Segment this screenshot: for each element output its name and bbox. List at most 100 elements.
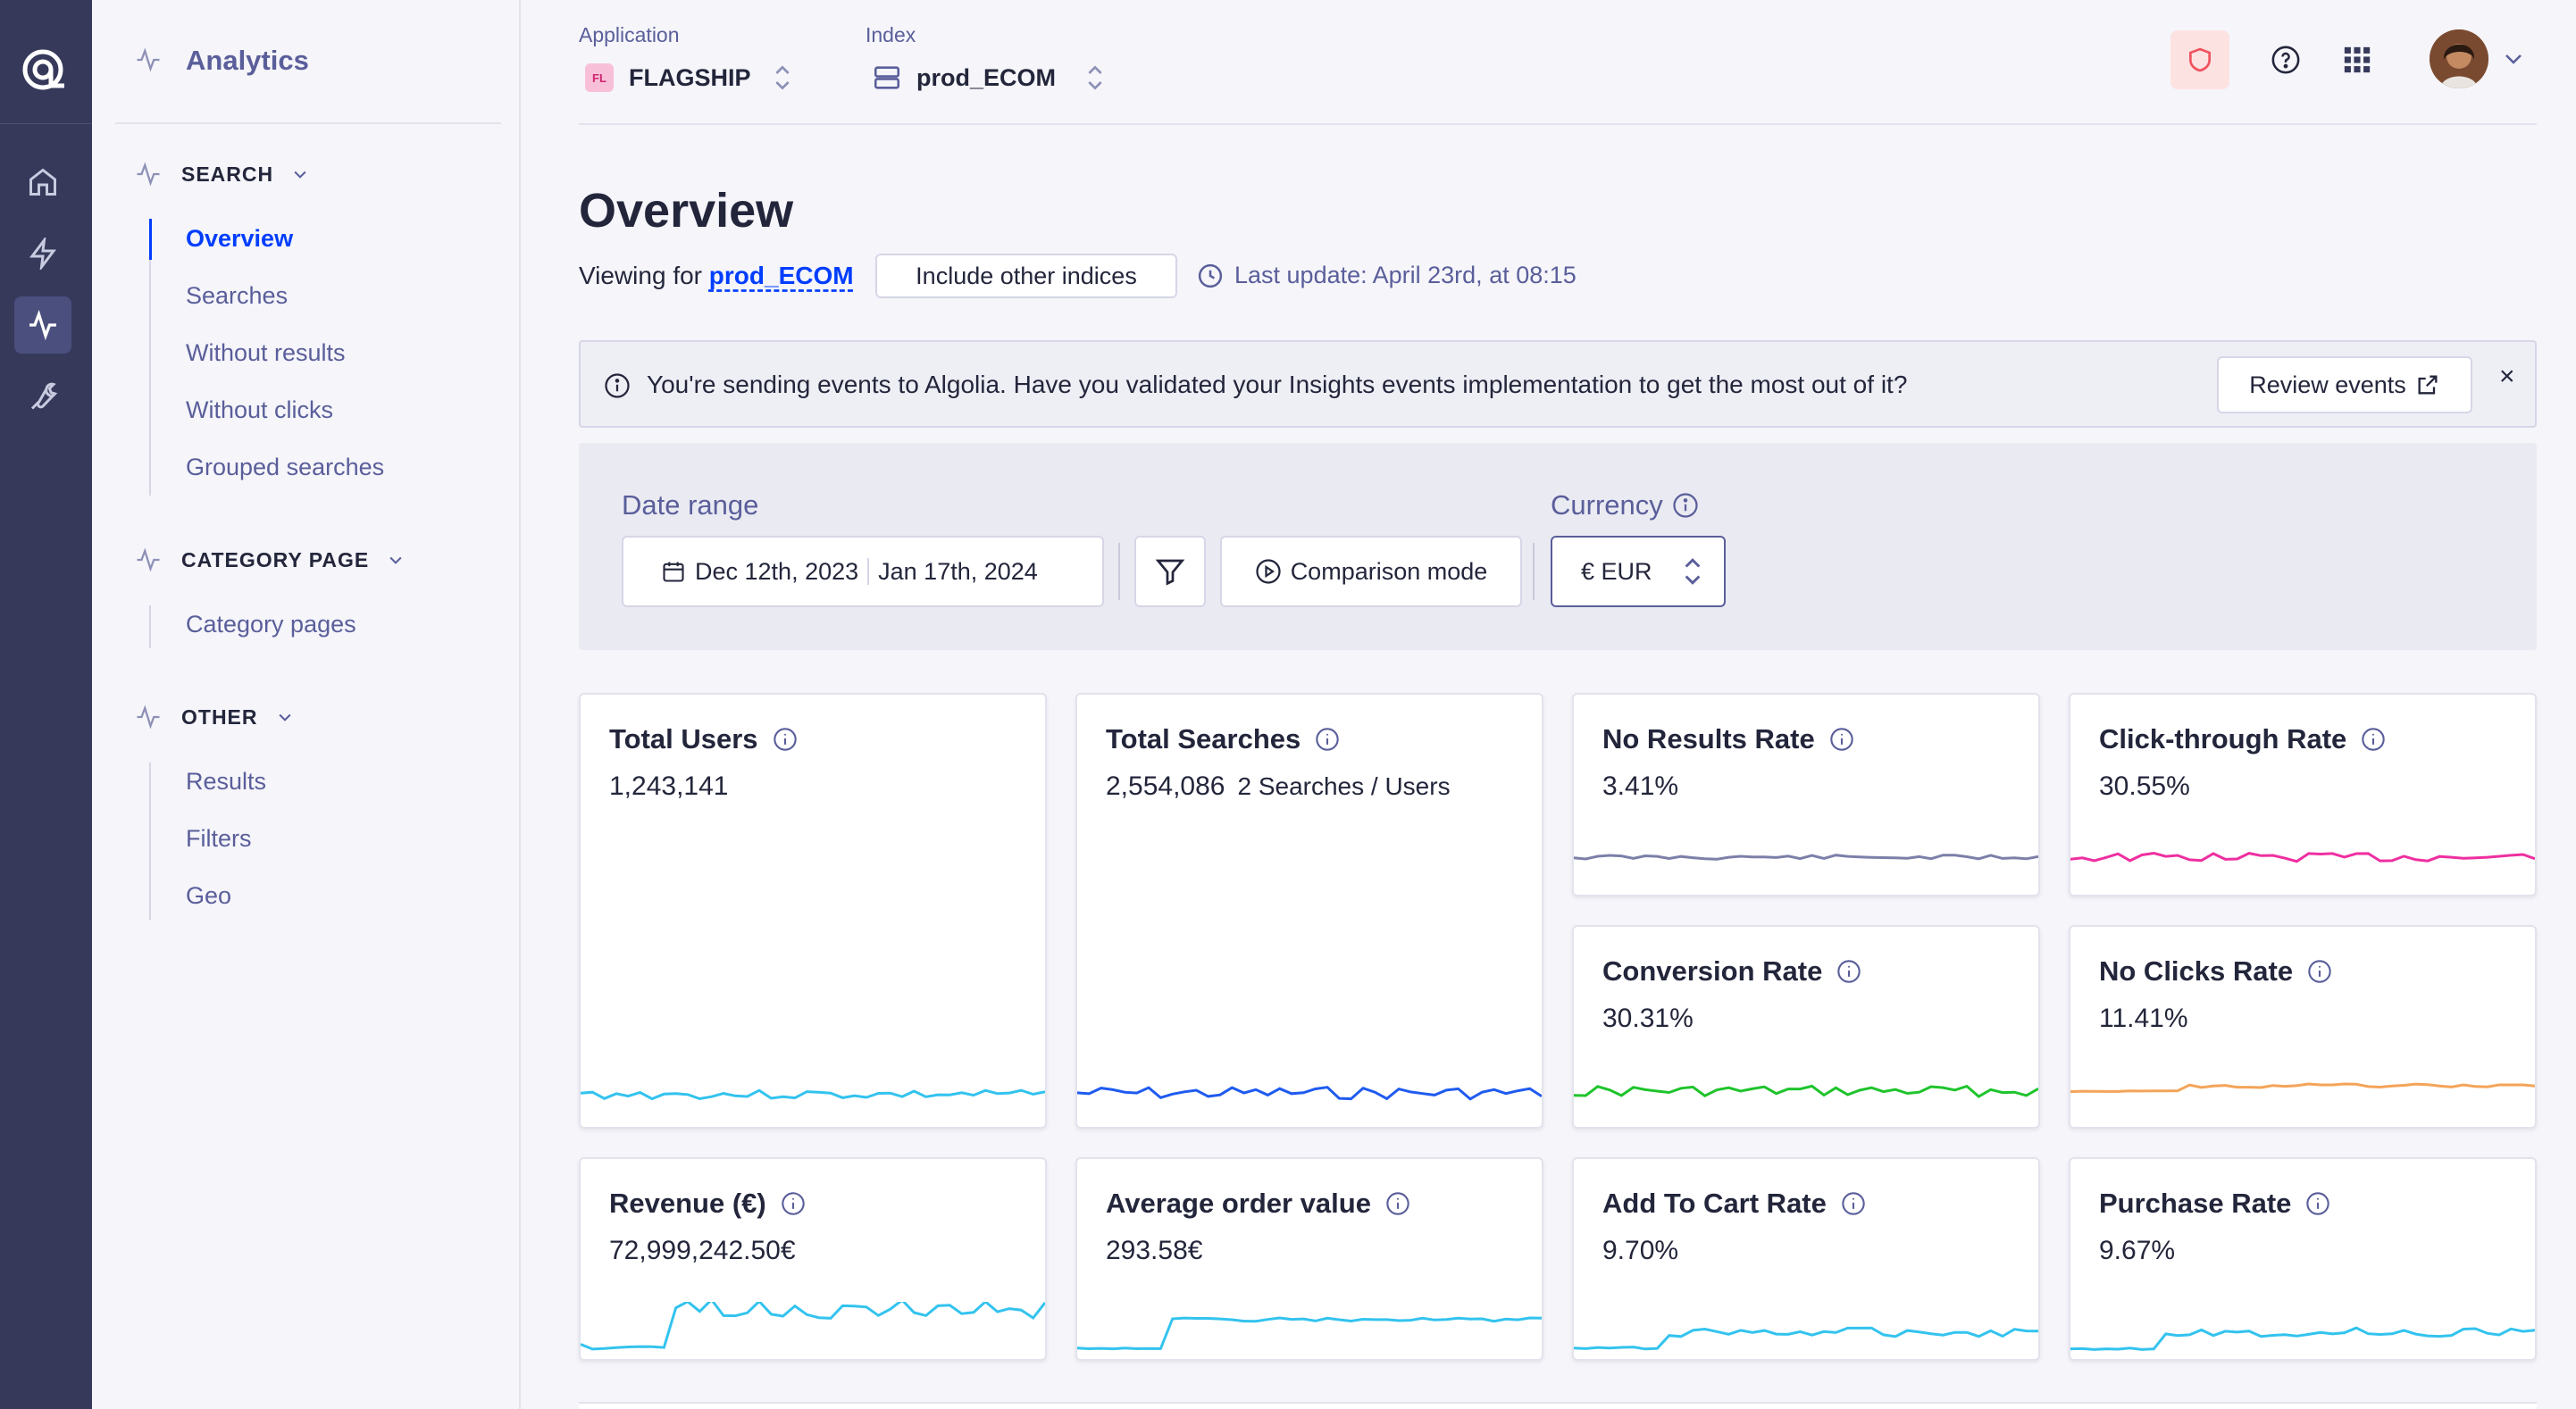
- calendar-icon: [663, 562, 684, 582]
- chevron-down-icon: [294, 171, 306, 179]
- bolt-icon[interactable]: [14, 225, 71, 282]
- info-icon[interactable]: [2361, 727, 2386, 752]
- section-category-page[interactable]: CATEGORY PAGE: [133, 546, 405, 573]
- metric-value-text: 1,243,141: [609, 771, 729, 801]
- sidebar-item-without-results[interactable]: Without results: [186, 339, 346, 366]
- sparkline-path: [1574, 1326, 2038, 1351]
- chevron-down-icon: [278, 713, 291, 721]
- metric-card[interactable]: No Clicks Rate 11.41%: [2069, 925, 2537, 1129]
- info-icon[interactable]: [2305, 1191, 2330, 1216]
- sidebar-title: Analytics: [186, 45, 309, 76]
- metric-sparkline: [2070, 1326, 2535, 1351]
- metric-card[interactable]: Revenue (€) 72,999,242.50€: [579, 1157, 1047, 1361]
- application-badge: FL: [585, 63, 614, 92]
- sparkline-path: [581, 1302, 1045, 1351]
- last-update-text: Last update: April 23rd, at 08:15: [1234, 262, 1577, 288]
- sparkline-path: [2070, 851, 2535, 863]
- metric-title-text: Conversion Rate: [1602, 955, 1823, 987]
- info-icon[interactable]: [781, 1191, 806, 1216]
- metric-value: 30.55%: [2099, 771, 2190, 802]
- include-other-indices-button[interactable]: Include other indices: [875, 254, 1177, 298]
- sparkline-path: [2070, 1082, 2535, 1094]
- help-icon[interactable]: [2271, 45, 2301, 75]
- section-search-rail: [149, 219, 151, 496]
- metric-title-text: Add To Cart Rate: [1602, 1188, 1827, 1219]
- application-selector[interactable]: FLAGSHIP: [629, 64, 751, 91]
- account-chevron-down-icon[interactable]: [2501, 48, 2526, 70]
- metric-value: 30.31%: [1602, 1004, 1694, 1034]
- metric-title: No Results Rate: [1602, 723, 1854, 755]
- sidebar-item-without-clicks[interactable]: Without clicks: [186, 396, 334, 423]
- currency-select[interactable]: € EUR: [1551, 536, 1726, 607]
- metric-value-text: 293.58€: [1106, 1236, 1203, 1265]
- metric-card[interactable]: No Results Rate 3.41%: [1572, 693, 2040, 896]
- currency-chevrons-icon: [1685, 558, 1701, 585]
- metric-title-text: No Clicks Rate: [2099, 955, 2294, 987]
- sidebar-divider: [115, 122, 501, 124]
- section-search[interactable]: SEARCH: [133, 161, 309, 188]
- info-icon[interactable]: [1315, 727, 1340, 752]
- sidebar-item-category-pages[interactable]: Category pages: [186, 611, 356, 638]
- external-link-icon: [2418, 375, 2438, 395]
- metric-sparkline: [1574, 1084, 2038, 1098]
- apps-grid-icon[interactable]: [2342, 45, 2372, 75]
- metric-card[interactable]: Purchase Rate 9.67%: [2069, 1157, 2537, 1361]
- sidebar-item-searches[interactable]: Searches: [186, 282, 289, 309]
- metric-card[interactable]: Average order value 293.58€: [1075, 1157, 1543, 1361]
- sidebar-item-grouped-searches[interactable]: Grouped searches: [186, 454, 385, 480]
- metric-card[interactable]: Total Searches 2,554,086 2 Searches / User…: [1075, 693, 1543, 1129]
- metric-value-text: 3.41%: [1602, 771, 1679, 801]
- info-icon[interactable]: [1841, 1191, 1866, 1216]
- info-icon[interactable]: [773, 727, 798, 752]
- home-icon[interactable]: [14, 154, 71, 211]
- filters-divider: [1118, 543, 1120, 600]
- index-selector[interactable]: prod_ECOM: [916, 64, 1057, 91]
- wrench-icon[interactable]: [14, 368, 71, 425]
- info-icon[interactable]: [1385, 1191, 1410, 1216]
- info-icon[interactable]: [2307, 959, 2332, 984]
- date-range-picker[interactable]: Dec 12th, 2023 Jan 17th, 2024: [622, 536, 1104, 607]
- comparison-mode-button[interactable]: Comparison mode: [1220, 536, 1522, 607]
- metric-card[interactable]: Total Users 1,243,141: [579, 693, 1047, 1129]
- viewing-index-link[interactable]: prod_ECOM: [708, 262, 854, 289]
- metric-card[interactable]: Click-through Rate 30.55%: [2069, 693, 2537, 896]
- metric-card[interactable]: Conversion Rate 30.31%: [1572, 925, 2040, 1129]
- metric-title: Add To Cart Rate: [1602, 1188, 1866, 1220]
- metric-title: Click-through Rate: [2099, 723, 2386, 755]
- metric-sparkline: [581, 1088, 1045, 1101]
- analytics-icon[interactable]: [14, 296, 71, 354]
- metric-title: Purchase Rate: [2099, 1188, 2330, 1220]
- info-icon[interactable]: [1836, 959, 1861, 984]
- metric-value: 293.58€: [1106, 1236, 1202, 1266]
- filter-button[interactable]: [1134, 536, 1206, 607]
- sidebar-item-results[interactable]: Results: [186, 768, 267, 795]
- metric-title: Average order value: [1106, 1188, 1410, 1220]
- metric-value: 2,554,086 2 Searches / Users: [1106, 771, 1451, 802]
- metric-title: Revenue (€): [609, 1188, 806, 1220]
- application-chevrons-icon[interactable]: [774, 63, 791, 93]
- metric-title-text: Revenue (€): [609, 1188, 766, 1219]
- algolia-logo-icon[interactable]: [20, 45, 70, 95]
- metric-value: 9.70%: [1602, 1236, 1678, 1266]
- info-icon[interactable]: [1829, 727, 1854, 752]
- section-other-icon: [137, 704, 160, 730]
- sidebar-item-overview[interactable]: Overview: [186, 225, 294, 252]
- close-banner-icon[interactable]: ×: [2499, 362, 2515, 391]
- metric-title: Total Users: [609, 723, 798, 755]
- comparison-mode-label: Comparison mode: [1290, 557, 1488, 585]
- metric-sparkline: [2070, 1082, 2535, 1094]
- metric-sparkline: [1574, 1326, 2038, 1351]
- review-events-button[interactable]: Review events: [2217, 356, 2472, 413]
- viewing-prefix: Viewing for: [579, 262, 703, 289]
- sidebar-item-geo[interactable]: Geo: [186, 882, 232, 909]
- avatar[interactable]: [2430, 29, 2488, 88]
- app-rail: [0, 0, 92, 1409]
- sidebar-item-filters[interactable]: Filters: [186, 825, 252, 852]
- date-separator: [867, 558, 870, 585]
- metric-card[interactable]: Add To Cart Rate 9.70%: [1572, 1157, 2040, 1361]
- section-other[interactable]: OTHER: [133, 704, 294, 730]
- security-shield-button[interactable]: [2170, 30, 2229, 89]
- index-chevrons-icon[interactable]: [1086, 63, 1104, 93]
- section-search-icon: [137, 162, 160, 187]
- metric-value: 3.41%: [1602, 771, 1678, 802]
